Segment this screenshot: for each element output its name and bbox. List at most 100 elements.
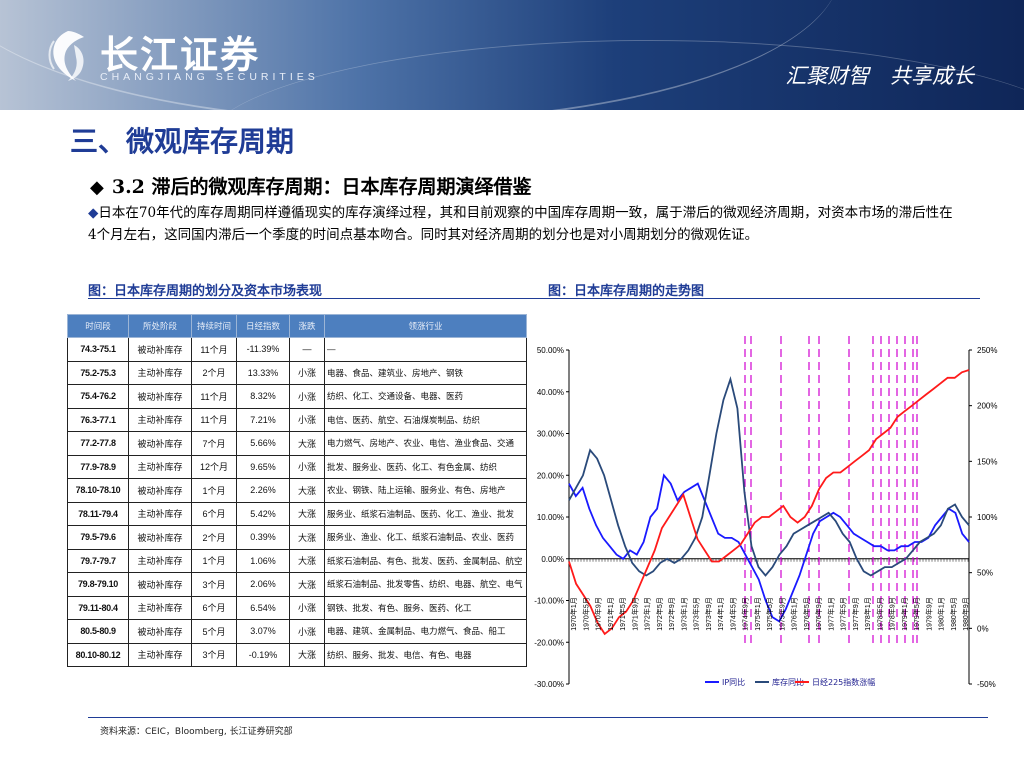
table-row: 76.3-77.1 主动补库存 11个月 7.21% 小涨 电信、医药、航空、石油煤炭制品…	[67, 407, 527, 432]
x-axis-tick-label: 1979年1月	[900, 597, 909, 630]
table-cell: 11个月	[191, 407, 237, 432]
column-header: 领涨行业	[324, 314, 527, 338]
table-cell: 6.54%	[236, 595, 290, 620]
header-banner: 长江证券 CHANGJIANG SECURITIES 汇聚财智 共享成长	[0, 0, 1024, 110]
x-axis-tick-label: 1977年5月	[839, 597, 848, 630]
table-cell: 3个月	[191, 572, 237, 597]
table-cell: 电器、建筑、金属制品、电力燃气、食品、船工	[324, 619, 527, 644]
table-cell: 被动补库存	[128, 431, 192, 456]
table-cell: 12个月	[191, 454, 237, 479]
table-cell: 电力燃气、房地产、农业、电信、渔业食品、交通	[324, 431, 527, 456]
x-axis-tick-label: 1976年5月	[802, 597, 811, 630]
table-cell: 6个月	[191, 595, 237, 620]
x-axis-tick-label: 1979年9月	[924, 597, 933, 630]
table-cell: 1.06%	[236, 548, 290, 573]
table-cell: 电信、医药、航空、石油煤炭制品、纺织	[324, 407, 527, 432]
legend-label: 库存同比	[772, 677, 804, 687]
left-axis-tick-label: -30.00%	[534, 680, 564, 689]
column-header: 所处阶段	[128, 314, 192, 338]
table-cell: 3.07%	[236, 619, 290, 644]
table-row: 77.9-78.9 主动补库存 12个月 9.65% 小涨 批发、服务业、医药、化工、有色…	[67, 454, 527, 479]
table-row: 78.10-78.10 被动补库存 1个月 2.26% 大涨 农业、钢铁、陆上运输、服务业…	[67, 478, 527, 503]
table-cell: 服务业、渔业、化工、纸浆石油制品、农业、医药	[324, 525, 527, 550]
table-cell: 2个月	[191, 360, 237, 385]
x-axis-tick-label: 1980年1月	[937, 597, 946, 630]
diamond-bullet-icon: ◆	[88, 205, 99, 221]
series-line-3	[568, 369, 970, 636]
right-axis-tick-label: -50%	[977, 680, 996, 689]
logo-emblem-icon	[48, 31, 84, 81]
table-row: 79.5-79.6 被动补库存 2个月 0.39% 大涨 服务业、渔业、化工、纸浆石油制品…	[67, 525, 527, 550]
x-axis-tick-label: 1976年9月	[814, 597, 823, 630]
left-axis-tick-label: 50.00%	[537, 346, 564, 355]
table-cell: 13.33%	[236, 360, 290, 385]
table-cell: 2.06%	[236, 572, 290, 597]
legend-label: IP同比	[722, 677, 745, 687]
divider	[88, 298, 980, 299]
column-header: 日经指数	[236, 314, 290, 338]
table-cell: 大涨	[289, 572, 325, 597]
table-cell: —	[289, 337, 325, 362]
table-cell: 9.65%	[236, 454, 290, 479]
x-axis-tick-label: 1975年1月	[753, 597, 762, 630]
table-cell: 大涨	[289, 548, 325, 573]
table-cell: 主动补库存	[128, 360, 192, 385]
table-cell: 批发、服务业、医药、化工、有色金属、纺织	[324, 454, 527, 479]
x-axis-tick-label: 1971年9月	[630, 597, 639, 630]
table-row: 74.3-75.1 被动补库存 11个月 -11.39% — —	[67, 337, 527, 362]
x-axis-tick-label: 1977年9月	[851, 597, 860, 630]
figure-left-caption: 图：日本库存周期的划分及资本市场表现	[88, 284, 323, 299]
table-cell: 11个月	[191, 337, 237, 362]
table-cell: 7.21%	[236, 407, 290, 432]
brand-name: 长江证券	[100, 33, 261, 77]
right-axis-tick-label: 0%	[977, 624, 989, 633]
inventory-cycle-chart: 50.00% 40.00% 30.00% 20.00% 10.00% 0.00% -10.0…	[534, 336, 997, 689]
table-row: 75.2-75.3 主动补库存 2个月 13.33% 小涨 电器、食品、建筑业、房地产、钢…	[67, 360, 527, 385]
column-header: 持续时间	[191, 314, 237, 338]
table-cell: 79.5-79.6	[67, 525, 129, 550]
x-axis-tick-label: 1974年5月	[728, 597, 737, 630]
column-header: 涨跌	[289, 314, 325, 338]
figure-right-caption: 图：日本库存周期的走势图	[548, 284, 705, 299]
table-cell: 小涨	[289, 595, 325, 620]
x-axis-tick-label: 1975年5月	[765, 597, 774, 630]
table-cell: -0.19%	[236, 642, 290, 667]
x-axis-tick-label: 1972年9月	[667, 597, 676, 630]
table-cell: 被动补库存	[128, 478, 192, 503]
table-cell: 纺织、化工、交通设备、电器、医药	[324, 384, 527, 409]
source-note: 资料来源：CEIC，Bloomberg, 长江证券研究部	[100, 727, 293, 737]
table-cell: 2.26%	[236, 478, 290, 503]
right-axis-tick-label: 200%	[977, 402, 997, 411]
table-cell: 小涨	[289, 407, 325, 432]
x-axis-tick-label: 1978年5月	[875, 597, 884, 630]
table-cell: 服务业、纸浆石油制品、医药、化工、渔业、批发	[324, 501, 527, 526]
table-cell: 被动补库存	[128, 525, 192, 550]
x-axis-tick-label: 1975年9月	[777, 597, 786, 630]
table-row: 79.8-79.10 被动补库存 3个月 2.06% 大涨 纸浆石油制品、批发零售、纺织、…	[67, 572, 527, 597]
right-axis-tick-label: 100%	[977, 513, 997, 522]
table-cell: 大涨	[289, 642, 325, 667]
x-axis-tick-label: 1971年1月	[606, 597, 615, 630]
column-header: 时间段	[67, 314, 129, 338]
table-row: 80.5-80.9 被动补库存 5个月 3.07% 小涨 电器、建筑、金属制品、电力燃气、…	[67, 619, 527, 644]
table-cell: 主动补库存	[128, 595, 192, 620]
section-title-text: 3.2 滞后的微观库存周期：日本库存周期演绎借鉴	[111, 176, 532, 198]
table-cell: 农业、钢铁、陆上运输、服务业、有色、房地产	[324, 478, 527, 503]
table-cell: 80.10-80.12	[67, 642, 129, 667]
x-axis-tick-label: 1972年1月	[643, 597, 652, 630]
x-axis-tick-label: 1976年1月	[790, 597, 799, 630]
table-cell: 小涨	[289, 360, 325, 385]
table-cell: 78.11-79.4	[67, 501, 129, 526]
data-table: 时间段 所处阶段 持续时间 日经指数 涨跌 领涨行业 74.3-75.1 被动补库…	[67, 314, 527, 667]
table-cell: 电器、食品、建筑业、房地产、钢铁	[324, 360, 527, 385]
table-cell: 被动补库存	[128, 619, 192, 644]
table-row: 80.10-80.12 主动补库存 3个月 -0.19% 大涨 纺织、服务、批发、电信、有…	[67, 642, 527, 667]
slogan: 汇聚财智 共享成长	[785, 64, 974, 88]
table-row: 78.11-79.4 主动补库存 6个月 5.42% 大涨 服务业、纸浆石油制品、医药、化…	[67, 501, 527, 526]
right-axis-tick-label: 150%	[977, 457, 997, 466]
table-cell: 被动补库存	[128, 572, 192, 597]
table-cell: 小涨	[289, 619, 325, 644]
table-cell: -11.39%	[236, 337, 290, 362]
inventory-cycle-table: 时间段 所处阶段 持续时间 日经指数 涨跌 领涨行业 74.3-75.1 被动补库…	[67, 314, 527, 704]
left-axis-tick-label: 40.00%	[537, 388, 564, 397]
